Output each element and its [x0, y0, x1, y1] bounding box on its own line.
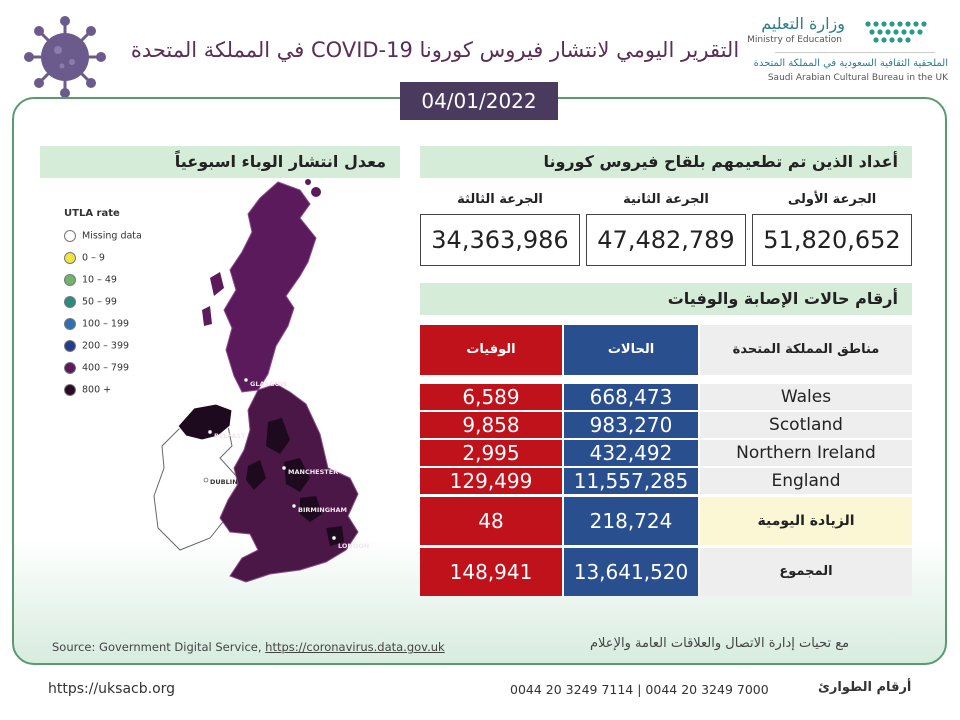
emergency-phones: 0044 20 3249 7114 | 0044 20 3249 7000: [510, 682, 769, 697]
emergency-phones-label: أرقام الطوارئ: [818, 680, 912, 695]
northern-ireland-region: Northern Ireland: [700, 440, 912, 466]
island-shape: [305, 179, 311, 185]
cases-column-header: الحالات: [564, 325, 698, 375]
legend-label: 0 – 9: [82, 252, 105, 264]
cases-heading: أرقام حالات الإصابة والوفيات: [420, 283, 912, 315]
island-shape: [311, 187, 321, 197]
ministry-name-ar: وزارة التعليم: [761, 14, 845, 33]
legend-swatch: [64, 252, 76, 264]
ministry-logo-icon: [865, 21, 927, 43]
wales-region: Wales: [700, 384, 912, 410]
legend-item: 0 – 9: [64, 252, 105, 264]
scotland-deaths: 9,858: [420, 412, 562, 438]
city-marker: [331, 535, 337, 541]
northern-ireland-shape: [177, 403, 233, 441]
city-marker: [203, 477, 209, 483]
page-title: التقرير اليومي لانتشار فيروس كورونا COVI…: [130, 38, 740, 62]
wales-cases: 668,473: [564, 384, 698, 410]
legend-item: 400 – 799: [64, 362, 129, 374]
city-label-dublin: DUBLIN: [210, 478, 238, 486]
legend-title: UTLA rate: [64, 208, 120, 219]
daily-deaths: 48: [420, 497, 562, 545]
scotland-cases: 983,270: [564, 412, 698, 438]
legend-swatch: [64, 296, 76, 308]
hotspot-shape: [284, 458, 310, 492]
city-label-birmingham: BIRMINGHAM: [298, 506, 347, 514]
wales-deaths: 6,589: [420, 384, 562, 410]
legend-item: 50 – 99: [64, 296, 117, 308]
second-dose-value: 47,482,789: [586, 214, 746, 266]
daily-cases: 218,724: [564, 497, 698, 545]
legend-label: 100 – 199: [82, 318, 130, 330]
map-heading: معدل انتشار الوباء اسبوعياً: [40, 146, 400, 178]
daily-increase-label: الزيادة اليومية: [700, 497, 912, 545]
legend-swatch: [64, 384, 76, 396]
city-marker: [281, 465, 287, 471]
second-dose-label: الجرعة الثانية: [623, 192, 709, 207]
deaths-column-header: الوفيات: [420, 325, 562, 375]
third-dose-value: 34,363,986: [420, 214, 580, 266]
legend-label: 400 – 799: [82, 362, 130, 374]
logo-divider: [775, 52, 935, 53]
ireland-shape: [153, 413, 239, 551]
legend-item: 100 – 199: [64, 318, 129, 330]
hotspot-shape: [246, 460, 266, 490]
island-shape: [210, 272, 224, 296]
first-dose-label: الجرعة الأولى: [787, 192, 877, 207]
city-label-manchester: MANCHESTER: [288, 468, 338, 476]
vaccination-heading: أعداد الذين تم تطعيمهم بلقاح فيروس كورون…: [420, 146, 912, 178]
legend-label: 200 – 399: [82, 340, 130, 352]
legend-swatch: [64, 340, 76, 352]
legend-swatch: [64, 362, 76, 374]
total-cases: 13,641,520: [564, 548, 698, 596]
third-dose-label: الجرعة الثالثة: [457, 192, 543, 207]
hotspot-shape: [266, 418, 290, 454]
england-cases: 11,557,285: [564, 468, 698, 494]
total-deaths: 148,941: [420, 548, 562, 596]
city-marker: [291, 503, 297, 509]
city-marker: [243, 377, 249, 383]
total-label: المجموع: [700, 548, 912, 596]
legend-label: Missing data: [82, 230, 142, 242]
northern-ireland-cases: 432,492: [564, 440, 698, 466]
first-dose-value: 51,820,652: [752, 214, 912, 266]
northern-ireland-deaths: 2,995: [420, 440, 562, 466]
source-note: Source: Government Digital Service, http…: [52, 640, 445, 654]
bureau-name-ar: الملحقية الثقافية السعودية في المملكة ال…: [753, 58, 948, 69]
legend-swatch: [64, 318, 76, 330]
city-marker: [207, 429, 213, 435]
credit-note: مع تحيات إدارة الاتصال والعلاقات العامة …: [590, 636, 850, 651]
island-shape: [202, 306, 212, 326]
city-label-belfast: BELFAST: [214, 432, 246, 440]
legend-item: 200 – 399: [64, 340, 129, 352]
website-link[interactable]: https://uksacb.org: [48, 681, 176, 697]
ministry-name-en: Ministry of Education: [747, 35, 842, 45]
legend-item: 800 +: [64, 384, 111, 396]
source-prefix: Source: Government Digital Service,: [52, 640, 262, 654]
uk-map: GLASGOW BELFAST DUBLIN MANCHESTER BIRMIN…: [153, 179, 369, 583]
source-link[interactable]: https://coronavirus.data.gov.uk: [265, 640, 445, 654]
england-region: England: [700, 468, 912, 494]
legend-item: Missing data: [64, 230, 142, 242]
legend-label: 10 – 49: [82, 274, 117, 286]
scotland-region: Scotland: [700, 412, 912, 438]
report-date: 04/01/2022: [400, 82, 558, 120]
city-label-glasgow: GLASGOW: [250, 380, 287, 388]
legend-swatch: [64, 230, 76, 242]
legend-label: 50 – 99: [82, 296, 117, 308]
legend-item: 10 – 49: [64, 274, 117, 286]
hotspot-shape: [300, 496, 322, 522]
virus-icon: [24, 16, 106, 98]
city-label-london: LONDON: [338, 542, 369, 550]
scotland-shape: [223, 181, 317, 393]
region-column-header: مناطق المملكة المتحدة: [700, 325, 912, 375]
england-deaths: 129,499: [420, 468, 562, 494]
legend-label: 800 +: [82, 384, 112, 396]
legend-swatch: [64, 274, 76, 286]
bureau-name-en: Saudi Arabian Cultural Bureau in the UK: [767, 73, 948, 83]
